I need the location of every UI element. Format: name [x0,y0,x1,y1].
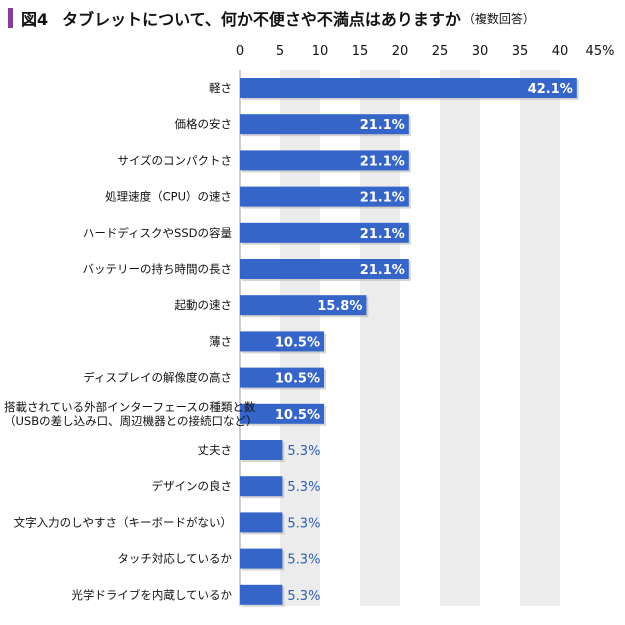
category-label: 光学ドライブを内蔵しているか [71,588,232,602]
bar [240,403,324,424]
grid-band [520,70,560,606]
bar [240,331,324,352]
value-label: 5.3% [287,480,320,495]
category-label: デザインの良さ [152,479,233,493]
bar [240,367,324,388]
x-tick-label: 10 [312,44,329,59]
bar [240,512,283,533]
x-tick-label: 0 [236,44,244,59]
value-label: 5.3% [287,553,320,568]
chart-title: 図4 タブレットについて、何か不便さや不満点はありますか （複数回答） [8,6,535,30]
value-label: 21.1% [360,118,405,133]
bar [240,584,283,605]
category-label: 文字入力のしやすさ（キーボードがない） [14,515,232,529]
value-label: 10.5% [275,408,320,423]
bar [240,548,283,569]
bar [240,295,367,316]
value-label: 10.5% [275,372,320,387]
bar [240,222,409,243]
value-label: 21.1% [360,191,405,206]
x-tick-label: 15 [352,44,369,59]
value-label: 21.1% [360,263,405,278]
value-label: 5.3% [287,589,320,604]
title-accent-bar [8,8,13,28]
title-note: （複数回答） [462,11,535,26]
bar [240,150,409,171]
bar [240,476,283,497]
value-label: 21.1% [360,227,405,242]
bar [240,259,409,279]
category-label: サイズのコンパクトさ [117,153,232,167]
title-text: タブレットについて、何か不便さや不満点はありますか [62,10,461,29]
x-tick-label: 5 [276,44,284,59]
category-label: 起動の速さ [175,298,233,312]
bar [240,78,577,98]
value-label: 21.1% [360,154,405,169]
bar [240,440,283,460]
x-tick-label: 40 [552,44,569,59]
category-label: 丈夫さ [198,443,233,457]
value-label: 10.5% [275,335,320,350]
figure-label: 図4 [21,10,49,29]
category-label: 軽さ [209,81,232,95]
x-tick-label: 30 [472,44,489,59]
value-label: 15.8% [317,299,362,314]
value-label: 5.3% [287,444,320,459]
x-tick-label: 45% [586,44,615,59]
bar [240,186,409,207]
category-label: 薄さ [209,334,232,348]
x-tick-label: 20 [392,44,409,59]
category-label: ディスプレイの解像度の高さ [83,371,232,385]
category-label: タッチ対応しているか [117,552,232,566]
x-tick-label: 35 [512,44,529,59]
category-label: 搭載されている外部インターフェースの種類と数（USBの差し込み口、周辺機器との接… [4,400,258,428]
category-label: ハードディスクやSSDの容量 [83,226,232,240]
value-label: 5.3% [287,516,320,531]
category-label: 処理速度（CPU）の速さ [105,190,232,204]
bar [240,114,409,135]
category-label: 価格の安さ [175,117,233,131]
value-label: 42.1% [528,82,573,97]
category-label: バッテリーの持ち時間の長さ [83,262,233,276]
x-tick-label: 25 [432,44,449,59]
grid-band [440,70,480,606]
